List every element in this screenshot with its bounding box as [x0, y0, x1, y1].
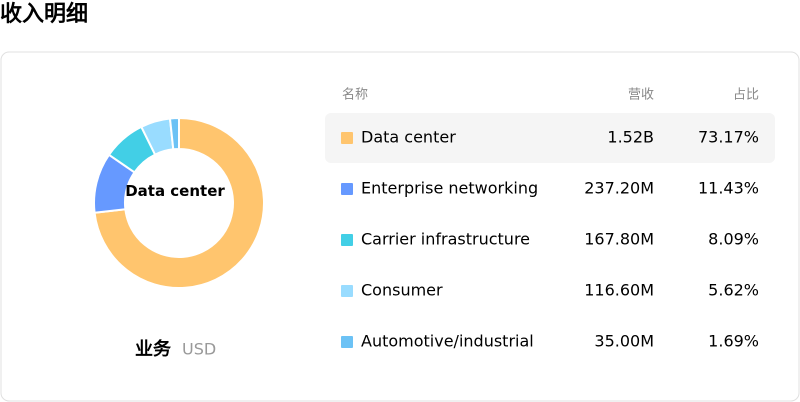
column-header: 营收	[628, 88, 654, 103]
row-revenue: 1.52B	[607, 128, 654, 147]
row-name: Automotive/industrial	[361, 332, 534, 351]
column-header: 占比	[733, 88, 759, 103]
row-revenue: 237.20M	[584, 179, 654, 198]
legend-swatch	[341, 336, 353, 348]
row-highlight	[325, 113, 775, 163]
row-revenue: 167.80M	[584, 230, 654, 249]
row-share: 5.62%	[708, 281, 759, 300]
legend-swatch	[341, 234, 353, 246]
row-share: 73.17%	[698, 128, 759, 147]
pie-slice	[93, 116, 265, 289]
row-revenue: 35.00M	[594, 332, 654, 351]
pie-slice	[168, 116, 180, 151]
center-label: Data center	[125, 182, 225, 200]
row-name: Data center	[361, 128, 456, 147]
page-title: 收入明细	[0, 1, 88, 27]
row-share: 8.09%	[708, 230, 759, 249]
column-header: 名称	[342, 87, 368, 103]
footer-label: 业务	[135, 338, 172, 360]
row-share: 11.43%	[698, 179, 759, 198]
legend-swatch	[341, 285, 353, 297]
row-name: Enterprise networking	[361, 179, 538, 198]
row-name: Consumer	[361, 281, 443, 300]
row-share: 1.69%	[708, 332, 759, 351]
footer-unit: USD	[182, 340, 216, 359]
legend-swatch	[341, 132, 353, 144]
row-name: Carrier infrastructure	[361, 230, 530, 249]
row-revenue: 116.60M	[584, 281, 654, 300]
legend-swatch	[341, 183, 353, 195]
